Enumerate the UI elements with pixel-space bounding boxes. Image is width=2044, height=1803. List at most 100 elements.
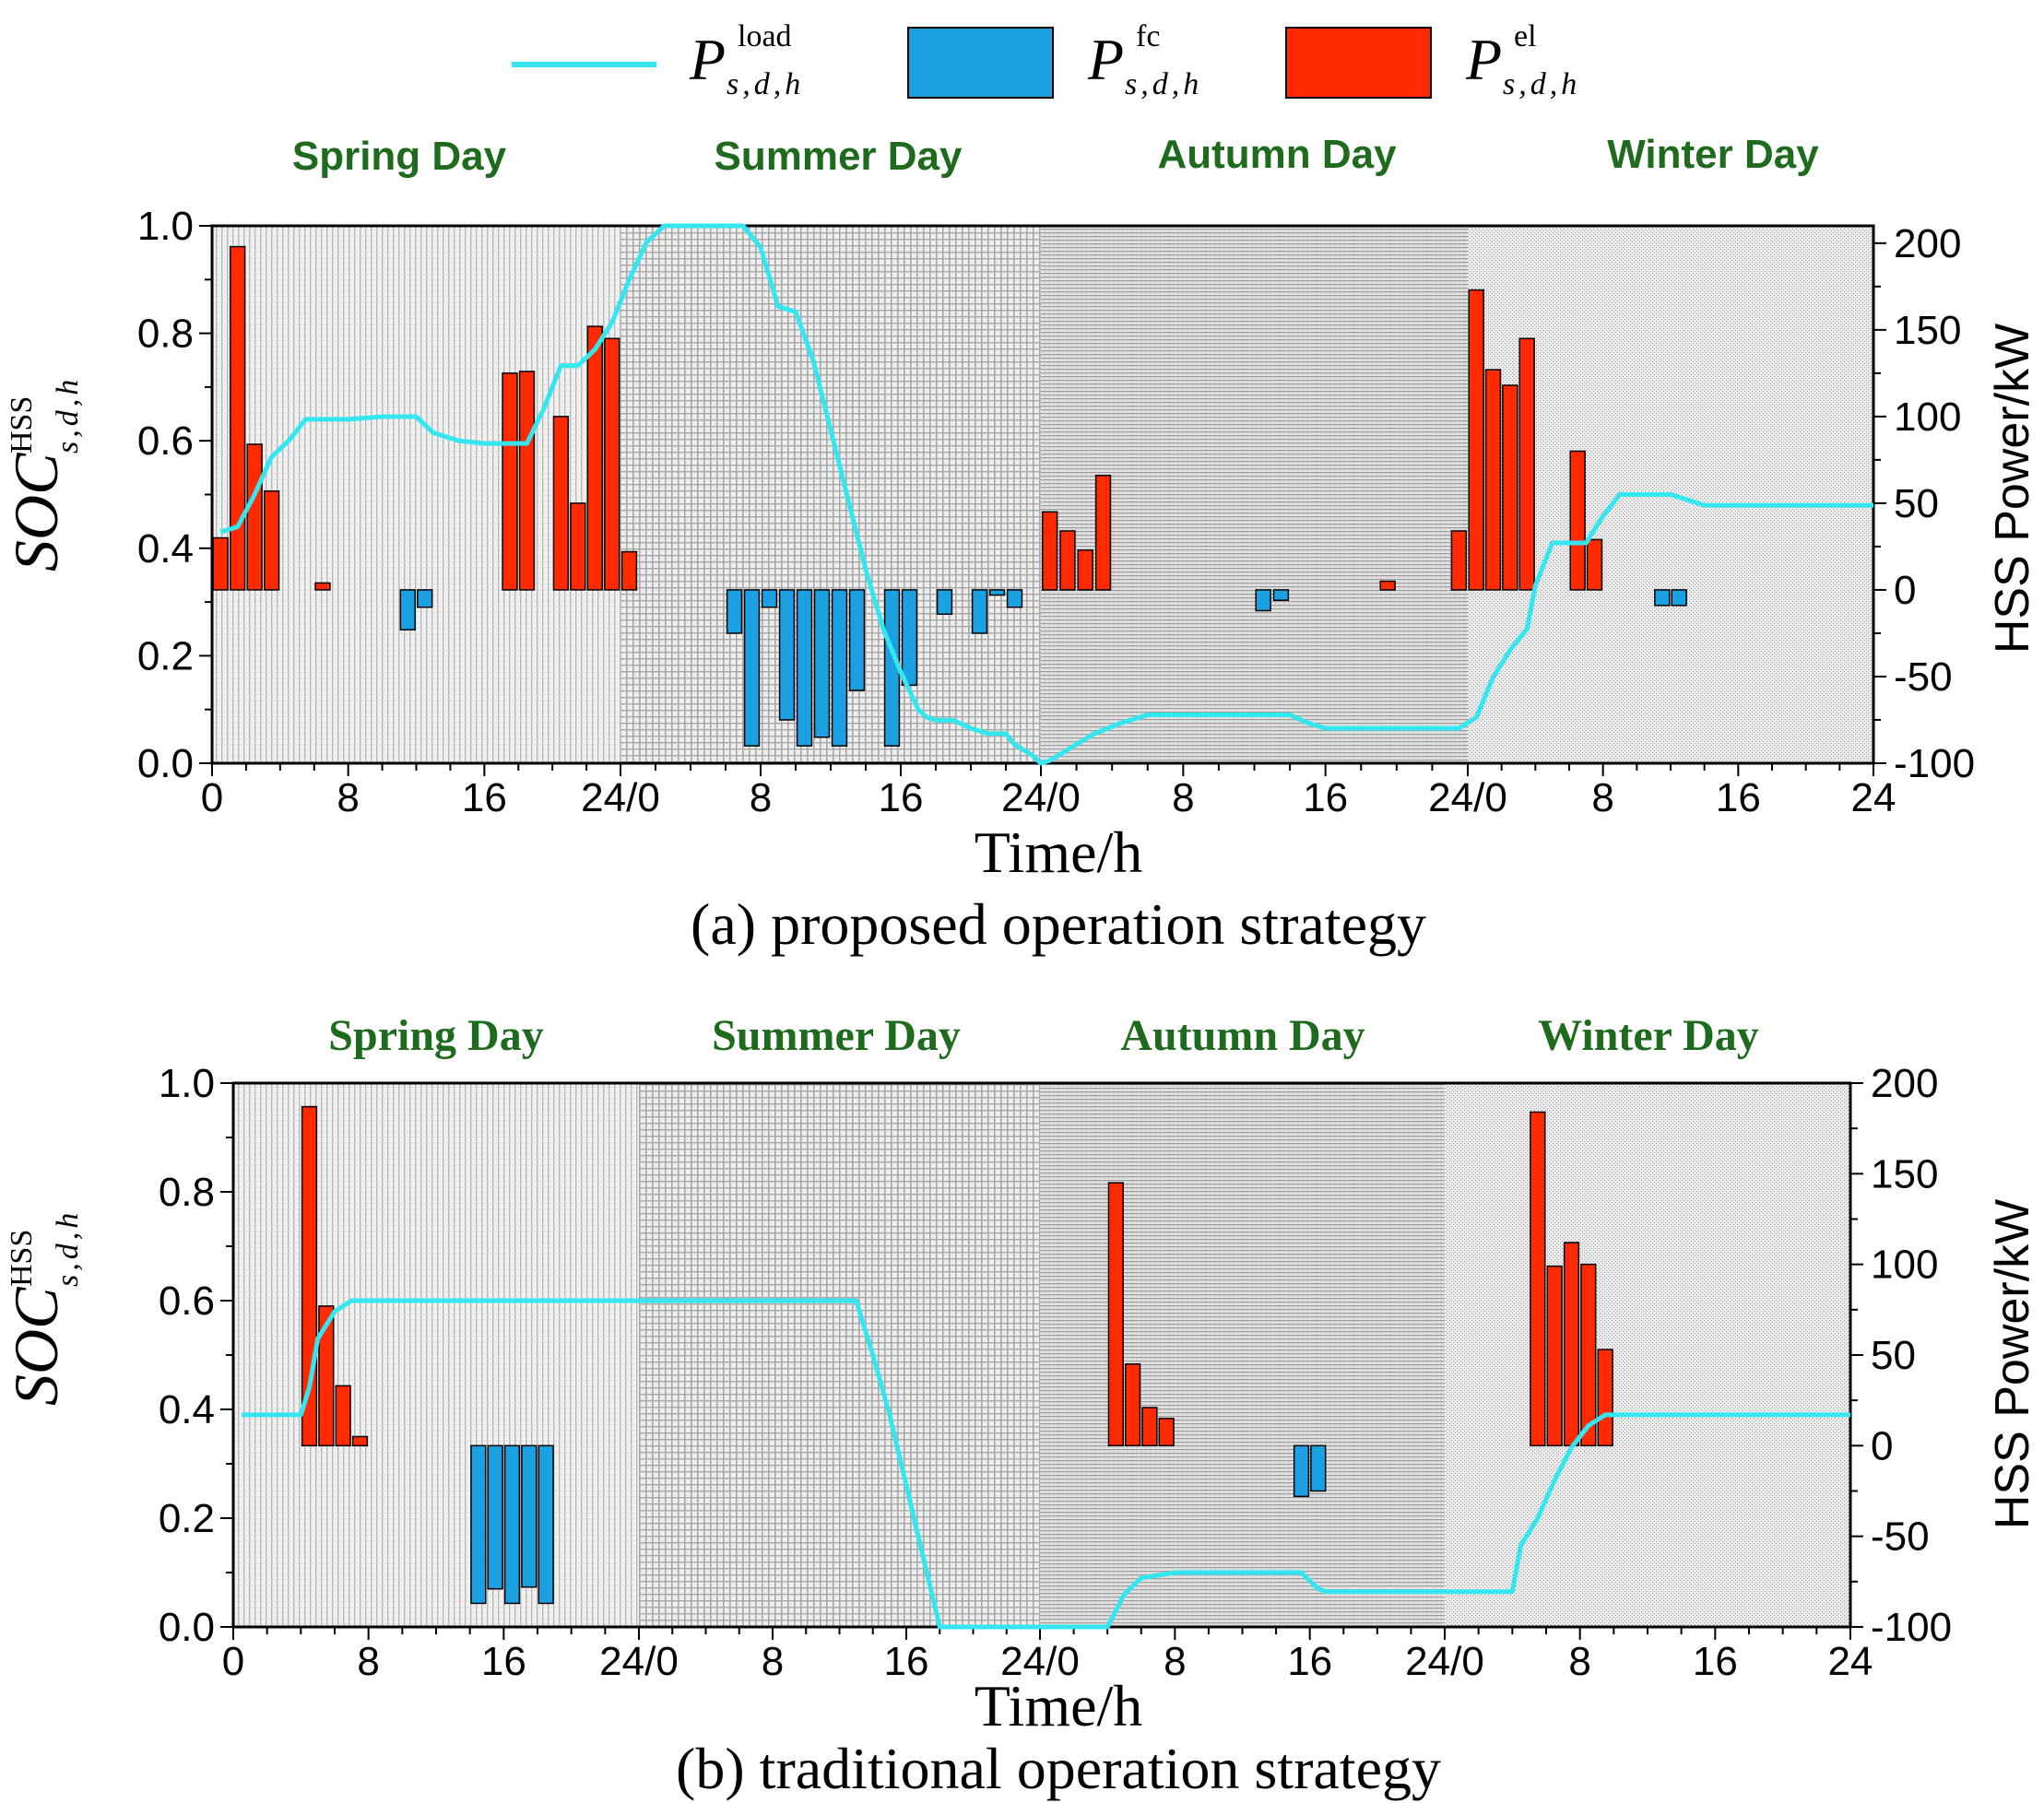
panel-b-fc-bar xyxy=(487,1444,503,1590)
legend-fc-symbol: P xyxy=(1087,27,1124,92)
panel-b-bg-autumn xyxy=(1040,1083,1445,1627)
panel-b-el-bar xyxy=(318,1305,335,1447)
panel-b-x-tick-label: 24/0 xyxy=(1000,1639,1080,1684)
panel-b-y-right-tick-label: 200 xyxy=(1871,1061,1938,1106)
panel-a-fc-bar xyxy=(848,589,866,691)
panel-b-el-bar xyxy=(1141,1407,1158,1447)
panel-a-x-tick-label: 16 xyxy=(1303,775,1348,820)
panel-b-x-tick-label: 24/0 xyxy=(599,1639,679,1684)
panel-a-x-tick-label: 8 xyxy=(750,775,772,820)
panel-a-el-bar xyxy=(1379,580,1396,591)
panel-a-y-left-tick-label: 0.6 xyxy=(137,418,194,464)
panel-b-bg-summer xyxy=(639,1083,1040,1627)
panel-a-ylabel-left-sup: HSS xyxy=(5,396,39,454)
panel-a-y-right-tick-label: 150 xyxy=(1894,308,1961,353)
panel-a-y-right-tick-label: 50 xyxy=(1894,481,1939,526)
legend-load-symbol: P xyxy=(689,27,726,92)
legend-item-fc: P fc s,d,h xyxy=(907,19,1199,101)
panel-a-el-bar xyxy=(1450,530,1468,591)
legend-item-load: P load s,d,h xyxy=(512,19,804,101)
panel-a-fc-bar xyxy=(1255,589,1271,612)
panel-b-y-right-tick-label: 100 xyxy=(1871,1243,1938,1288)
panel-a-season-autumn: Autumn Day xyxy=(1157,132,1397,177)
panel-a-y-right-tick-label: 0 xyxy=(1894,568,1916,613)
panel-a-bg-autumn xyxy=(1041,226,1468,763)
panel-b-soc-line xyxy=(242,1298,1850,1630)
panel-b-x-tick-label: 8 xyxy=(1568,1639,1590,1684)
panel-b-x-tick-label: 8 xyxy=(357,1639,379,1684)
panel-b-ylabel-left-symbol: SOC xyxy=(1,1287,71,1406)
panel-b-el-bar xyxy=(1530,1111,1546,1447)
panel-a-soc-line xyxy=(219,223,1873,766)
panel-b-y-right-tick-label: 150 xyxy=(1871,1151,1938,1196)
panel-b-ylabel-right: HSS Power/kW xyxy=(1986,1199,2039,1529)
panel-a-bg-summer xyxy=(620,226,1041,763)
panel-b-season-winter: Winter Day xyxy=(1538,1011,1759,1060)
panel-b-caption: (b) traditional operation strategy xyxy=(676,1736,1441,1801)
panel-b-y-left-tick-label: 1.0 xyxy=(159,1061,215,1106)
panel-b-fc-bar xyxy=(1293,1444,1310,1498)
panel-a-ylabel-left-symbol: SOC xyxy=(1,453,71,572)
panel-b-y-right-tick-label: -100 xyxy=(1871,1605,1952,1650)
panel-a-x-tick-label: 8 xyxy=(337,775,359,820)
panel-a-fc-bar xyxy=(796,589,813,747)
panel-a-fc-bar xyxy=(1006,589,1023,608)
panel-b-el-bar xyxy=(335,1385,351,1447)
panel-b-y-left-tick-label: 0.4 xyxy=(159,1387,215,1432)
panel-a: Spring Day Summer Day Autumn Day Winter … xyxy=(1,132,2039,957)
panel-a-y-left-tick-label: 1.0 xyxy=(137,204,194,249)
panel-a-el-bar xyxy=(604,337,620,591)
panel-b-season-summer: Summer Day xyxy=(712,1011,961,1060)
panel-b-y-right-tick-label: 0 xyxy=(1871,1423,1893,1468)
panel-a-background xyxy=(212,226,1873,763)
panel-b-y-left-tick-label: 0.8 xyxy=(159,1170,215,1215)
panel-a-y-left-tick-label: 0.0 xyxy=(137,741,194,786)
panel-b-x-tick-label: 8 xyxy=(1164,1639,1186,1684)
panel-a-x-tick-label: 24/0 xyxy=(1001,775,1081,820)
panel-b-ylabel-left-sup: HSS xyxy=(5,1230,39,1287)
panel-a-el-bar xyxy=(230,245,246,591)
panel-b-y-right-tick-label: 50 xyxy=(1871,1333,1916,1378)
panel-a-ylabel-right: HSS Power/kW xyxy=(1986,324,2039,654)
panel-a-soc-line-group xyxy=(219,223,1873,766)
panel-b-background xyxy=(233,1083,1850,1627)
panel-b-el-bar xyxy=(1580,1263,1597,1447)
panel-a-y-left-tick-label: 0.8 xyxy=(137,312,194,357)
panel-a-el-bar xyxy=(1468,289,1484,591)
panel-a-el-bar xyxy=(1518,337,1535,591)
panel-b-bg-spring xyxy=(233,1083,639,1627)
panel-a-el-bar xyxy=(1484,369,1502,591)
panel-a-el-bar xyxy=(212,536,229,591)
panel-a-fc-bar xyxy=(399,589,416,630)
panel-b-el-bar xyxy=(1546,1265,1563,1447)
panel-a-x-tick-label: 0 xyxy=(201,775,223,820)
panel-a-el-bar xyxy=(518,371,536,591)
panel-a-fc-bar xyxy=(743,589,761,747)
panel-b-fc-bar xyxy=(1310,1444,1327,1492)
panel-a-bars xyxy=(212,245,1687,747)
panel-a-y-right-tick-label: -100 xyxy=(1894,741,1975,786)
panel-b-tick-labels: 0 8 16 24/0 8 16 24/0 8 16 24/0 8 16 24 0.0 0.2 0.4 0.6 0… xyxy=(159,1061,1952,1684)
panel-a-fc-bar xyxy=(417,589,433,608)
panel-a-y-right-tick-label: 200 xyxy=(1894,221,1961,266)
panel-a-x-tick-label: 8 xyxy=(1172,775,1194,820)
legend-el-sup: el xyxy=(1514,19,1537,53)
legend-load-sub: s,d,h xyxy=(727,67,804,101)
panel-b-y-left-tick-label: 0.6 xyxy=(159,1279,215,1324)
panel-a-y-right-tick-label: -50 xyxy=(1894,654,1953,700)
panel-a-x-tick-label: 16 xyxy=(879,775,924,820)
panel-a-fc-bar xyxy=(761,589,778,608)
legend-el-sub: s,d,h xyxy=(1503,67,1580,101)
panel-a-fc-bar xyxy=(988,589,1006,596)
panel-a-bg-spring xyxy=(212,226,620,763)
panel-a-x-tick-label: 24 xyxy=(1851,775,1896,820)
panel-b-el-bar xyxy=(1107,1182,1124,1447)
panel-a-fc-bar xyxy=(971,589,988,634)
panel-a-el-bar xyxy=(1059,530,1076,591)
panel-b-y-left-tick-label: 0.0 xyxy=(159,1605,215,1650)
panel-b-bg-winter xyxy=(1445,1083,1850,1627)
panel-a-y-left-tick-label: 0.4 xyxy=(137,526,194,572)
panel-b-x-tick-label: 16 xyxy=(1287,1639,1332,1684)
panel-a-season-summer: Summer Day xyxy=(714,134,963,179)
